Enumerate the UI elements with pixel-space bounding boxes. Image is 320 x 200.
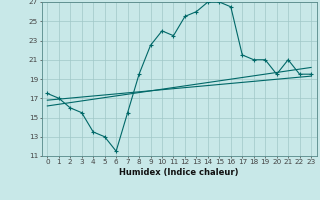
X-axis label: Humidex (Indice chaleur): Humidex (Indice chaleur) — [119, 168, 239, 177]
